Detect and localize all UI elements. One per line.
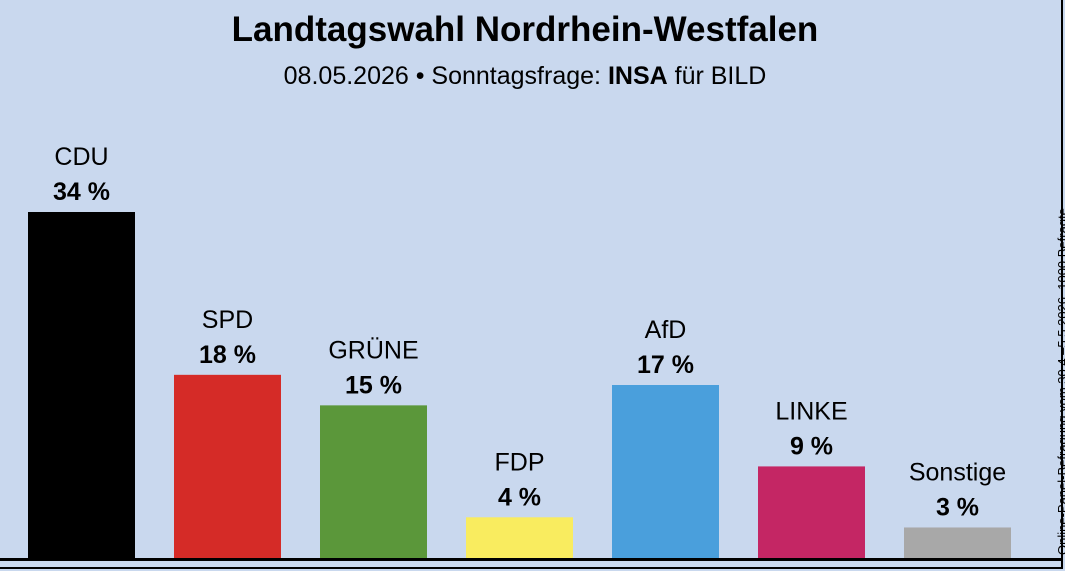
value-label-cdu: 34 % [53,178,110,206]
value-label-grüne: 15 % [345,371,402,399]
chart-title: Landtagswahl Nordrhein-Westfalen [231,10,819,49]
category-label-fdp: FDP [495,448,545,476]
bar-fdp [466,517,573,558]
value-label-spd: 18 % [199,341,256,369]
category-label-cdu: CDU [54,143,108,171]
value-label-sonstige: 3 % [936,493,979,521]
bar-cdu [28,212,135,558]
chart-subtitle: 08.05.2026 • Sonntagsfrage: INSA für BIL… [0,62,1050,91]
category-label-spd: SPD [202,306,253,334]
category-label-sonstige: Sonstige [909,458,1006,486]
bar-linke [758,466,865,558]
chart-baseline [0,558,1063,561]
subtitle-institute: INSA [607,62,668,90]
category-label-linke: LINKE [775,397,847,425]
survey-note: Online-Panel-Befragung vom 30.4.–5.5.202… [1055,208,1065,555]
subtitle-date: 08.05.2026 • Sonntagsfrage: [283,62,608,90]
category-label-grüne: GRÜNE [328,336,418,364]
category-label-afd: AfD [645,316,687,344]
value-label-fdp: 4 % [498,483,541,511]
value-label-linke: 9 % [790,432,833,460]
bar-afd [612,385,719,558]
value-label-afd: 17 % [637,351,694,379]
bar-chart: CDU 34 % SPD 18 % GRÜNE 15 % FDP 4 % AfD 17 % LINK… [28,143,1011,558]
subtitle-client: für BILD [667,62,767,90]
bar-grüne [320,405,427,558]
bar-sonstige [904,527,1011,558]
bar-spd [174,374,281,558]
